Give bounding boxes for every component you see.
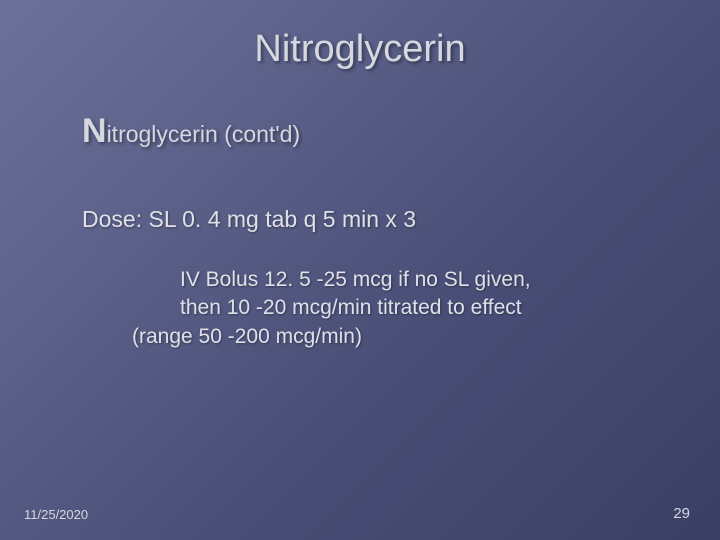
subtitle-initial: N [82, 112, 107, 150]
detail-block: IV Bolus 12. 5 -25 mcg if no SL given, t… [132, 266, 531, 351]
slide: Nitroglycerin Nitroglycerin (cont'd) Dos… [0, 0, 720, 540]
detail-line-3: (range 50 -200 mcg/min) [132, 323, 531, 351]
slide-title: Nitroglycerin [0, 28, 720, 71]
slide-subtitle: Nitroglycerin (cont'd) [82, 112, 300, 151]
footer-page-number: 29 [673, 505, 690, 522]
detail-line-2: then 10 -20 mcg/min titrated to effect [132, 294, 531, 322]
subtitle-rest: itroglycerin (cont'd) [107, 121, 301, 147]
detail-line-1: IV Bolus 12. 5 -25 mcg if no SL given, [132, 266, 531, 294]
footer-date: 11/25/2020 [24, 507, 88, 522]
dose-line: Dose: SL 0. 4 mg tab q 5 min x 3 [82, 206, 416, 233]
